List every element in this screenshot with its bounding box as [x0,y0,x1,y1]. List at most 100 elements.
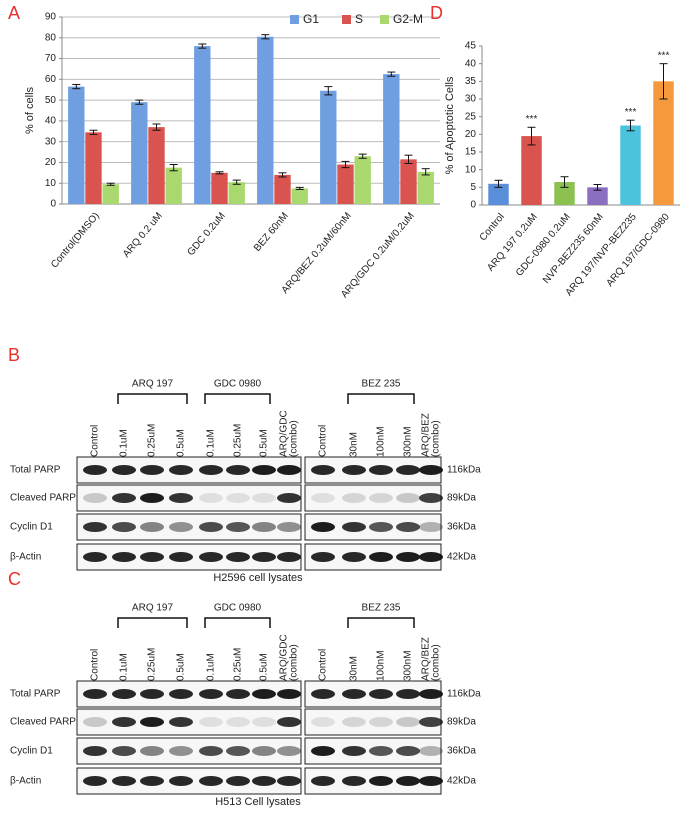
band [140,465,164,475]
x-tick-label: BEZ 60nM [252,211,291,254]
band [342,746,366,756]
band [112,746,136,756]
bar [165,167,182,204]
panel-label: C [8,569,21,589]
band [342,522,366,532]
group-bracket [117,617,188,628]
bar [653,81,674,205]
lane-label: 0.5uM [176,653,187,681]
lane-label: Control [90,649,101,681]
group-label: BEZ 235 [362,603,401,614]
x-tick-label: ARQ/GDC 0.2uM/0.2uM [339,211,417,301]
bar [620,125,641,205]
band [342,552,366,562]
band [169,522,193,532]
y-axis-label: % of cells [24,86,36,134]
x-tick-label: ARQ/BEZ 0.2uM/60nM [280,211,354,296]
group-bracket [347,393,415,404]
bar [554,182,575,205]
y-axis-label: % of Apoptotic Cells [444,76,456,174]
row-label: Total PARP [10,465,61,476]
row-label: β-Actin [10,776,41,787]
lane-label: 0.5uM [259,429,270,457]
y-tick-label: 40 [45,116,57,127]
band [199,552,223,562]
band [419,689,443,699]
significance: *** [625,107,637,118]
y-tick-label: 45 [465,41,477,52]
y-tick-label: 10 [45,178,57,189]
band [342,689,366,699]
bar [417,171,434,204]
bar [337,164,354,204]
lane-label: 30nM [349,656,360,681]
band [277,552,301,562]
band [252,689,276,699]
band [396,465,420,475]
lane-label: 0.25uM [233,648,244,681]
band [83,717,107,727]
bar [148,127,165,204]
lane-label: 30nM [349,432,360,457]
lane-label: (combo) [431,644,442,681]
panel-label: B [8,345,20,365]
band [199,717,223,727]
band [226,689,250,699]
band [226,717,250,727]
panel-label: D [430,3,443,23]
bar [354,156,371,204]
size-label: 42kDa [447,552,476,563]
band [277,746,301,756]
x-tick-label: GDC 0.2uM [185,211,227,259]
bar [85,132,102,204]
lane-label: 100nM [376,426,387,457]
y-tick-label: 60 [45,74,57,85]
lane-label: ARQ/GDC [279,410,290,457]
band [112,689,136,699]
blot-frame [304,484,442,512]
band [419,776,443,786]
band [140,717,164,727]
band [83,522,107,532]
band [252,552,276,562]
band [311,493,335,503]
band [169,746,193,756]
bar [68,86,85,204]
group-label: BEZ 235 [362,379,401,390]
band [199,776,223,786]
y-tick-label: 50 [45,95,57,106]
band [396,746,420,756]
band [419,717,443,727]
y-tick-label: 20 [465,129,477,140]
band [140,689,164,699]
bar [521,136,542,205]
band [112,776,136,786]
lane-label: ARQ/GDC [279,634,290,681]
y-tick-label: 35 [465,76,477,87]
lane-label: 0.1uM [119,653,130,681]
y-tick-label: 70 [45,53,57,64]
band [199,522,223,532]
row-label: Cyclin D1 [10,746,53,757]
band [419,493,443,503]
band [277,493,301,503]
band [169,465,193,475]
band [252,776,276,786]
band [226,465,250,475]
caption: H513 Cell lysates [215,796,301,808]
bar [400,159,417,204]
band [83,776,107,786]
band [277,717,301,727]
band [396,776,420,786]
band [369,717,393,727]
y-tick-label: 5 [470,182,476,193]
lane-label: 0.1uM [206,429,217,457]
lane-label: (combo) [289,644,300,681]
band [226,776,250,786]
band [169,776,193,786]
band [169,552,193,562]
group-bracket [117,393,188,404]
row-label: Total PARP [10,689,61,700]
band [199,689,223,699]
legend-label: G2-M [393,12,423,26]
